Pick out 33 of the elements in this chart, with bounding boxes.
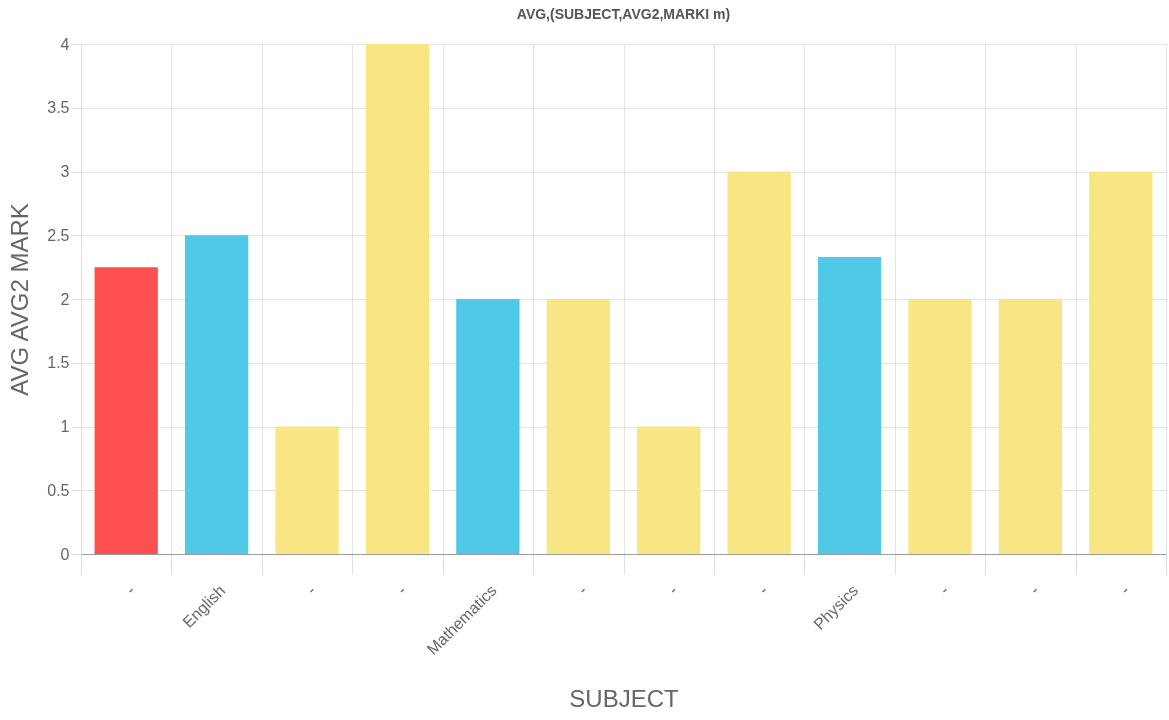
y-tick-label: 2.5 (47, 226, 70, 244)
bar (1089, 171, 1153, 554)
bar (727, 171, 791, 554)
y-tick-label: 3.5 (47, 99, 70, 117)
x-tick-label: - (122, 581, 139, 598)
bar (94, 267, 158, 554)
bar (275, 426, 339, 554)
y-axis-title: AVG AVG2 MARK (6, 203, 34, 396)
y-tick-label: 1 (60, 418, 70, 435)
x-tick-label: - (664, 581, 681, 598)
x-axis-title: SUBJECT (569, 684, 680, 712)
bar (998, 299, 1063, 554)
bar (908, 299, 972, 554)
bar (365, 44, 430, 554)
bar (637, 426, 701, 554)
bar (456, 299, 520, 554)
x-tick-label: - (393, 581, 410, 598)
chart-title: AVG,(SUBJECT,AVG2,MARKI m) (516, 6, 731, 22)
bar (184, 235, 249, 554)
x-tick-label: - (574, 581, 591, 598)
bar (817, 256, 882, 554)
x-tick-label: - (303, 581, 319, 598)
y-tick-label: 2 (60, 290, 70, 308)
y-tick-label: 4 (60, 35, 70, 53)
x-tick-label: - (1026, 581, 1043, 598)
y-tick-label: 3 (60, 163, 70, 180)
y-tick-label: 1.5 (47, 354, 70, 372)
x-tick-label: - (755, 581, 771, 598)
y-tick-label: 0 (60, 545, 70, 563)
y-tick-label: 0.5 (47, 481, 70, 499)
x-tick-label: - (1116, 581, 1133, 598)
x-tick-label: - (935, 581, 952, 598)
bar (546, 299, 610, 554)
